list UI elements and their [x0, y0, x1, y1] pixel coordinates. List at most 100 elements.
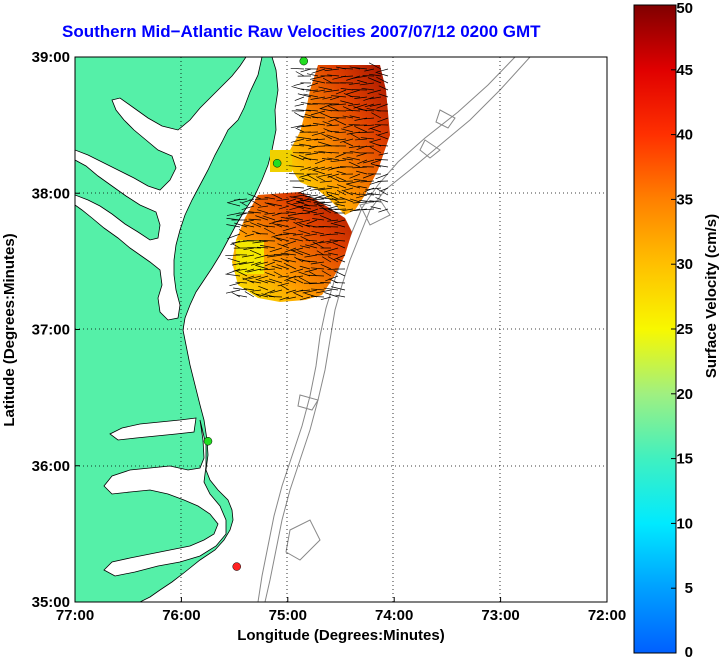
- velocity-arrow: [233, 287, 248, 291]
- velocity-arrow: [309, 145, 326, 148]
- velocity-arrow: [250, 289, 262, 292]
- velocity-arrow: [244, 233, 255, 237]
- velocity-arrow: [282, 226, 297, 232]
- velocity-arrow: [345, 89, 361, 95]
- velocity-arrow: [248, 275, 262, 280]
- velocity-arrow: [346, 180, 361, 185]
- velocity-arrow: [226, 202, 241, 207]
- velocity-arrow: [363, 96, 375, 101]
- lat-tick-label: 36:00: [32, 458, 70, 475]
- lat-tick-label: 35:00: [32, 594, 70, 611]
- velocity-arrow: [289, 205, 304, 211]
- velocity-arrow: [286, 198, 297, 203]
- velocity-arrow: [313, 89, 326, 93]
- velocity-arrow: [248, 218, 262, 221]
- velocity-arrow: [338, 180, 354, 182]
- velocity-arrow: [318, 173, 333, 178]
- lon-tick-label: 73:00: [481, 607, 519, 624]
- velocity-arrow: [303, 93, 319, 98]
- velocity-arrow: [364, 187, 375, 192]
- velocity-arrow: [340, 100, 354, 105]
- velocity-arrow: [241, 198, 255, 204]
- velocity-arrow: [327, 130, 340, 133]
- pamlico-sound: [103, 419, 227, 577]
- velocity-arrow: [324, 68, 340, 72]
- velocity-arrow: [283, 232, 297, 235]
- velocity-arrow: [257, 209, 269, 214]
- velocity-arrow: [264, 227, 276, 235]
- velocity-arrow: [225, 273, 241, 277]
- velocity-arrow: [363, 124, 375, 127]
- velocity-arrow: [369, 138, 382, 143]
- velocity-arrow: [336, 170, 347, 175]
- velocity-arrow: [296, 219, 311, 224]
- velocity-arrow: [326, 124, 340, 127]
- velocity-arrow: [343, 187, 354, 191]
- velocity-arrow: [306, 219, 318, 225]
- velocity-arrow: [305, 152, 319, 156]
- velocity-arrow: [255, 264, 269, 270]
- velocity-arrow: [367, 89, 382, 94]
- velocity-arrow: [336, 258, 346, 263]
- velocity-arrow: [375, 71, 389, 77]
- velocity-arrow: [241, 254, 255, 258]
- velocity-arrow: [375, 134, 389, 140]
- velocity-arrow: [310, 110, 326, 116]
- velocity-arrow: [355, 138, 368, 141]
- velocity-arrow: [330, 222, 346, 228]
- velocity-arrow: [319, 108, 333, 112]
- velocity-arrow: [264, 225, 276, 228]
- bathymetry-contours: [257, 57, 531, 602]
- velocity-arrow: [325, 275, 339, 282]
- velocity-arrow: [294, 103, 305, 107]
- velocity-arrow: [248, 211, 262, 214]
- velocity-arrow: [309, 282, 325, 285]
- velocity-arrow: [348, 145, 361, 149]
- velocity-arrow: [227, 233, 241, 240]
- velocity-arrow: [306, 185, 319, 189]
- velocity-arrow: [358, 131, 375, 133]
- velocity-arrow: [227, 257, 241, 263]
- velocity-arrow: [271, 193, 283, 200]
- velocity-arrow: [310, 75, 326, 80]
- velocity-arrow: [297, 212, 311, 215]
- colorbar-label: Surface Velocity (cm/s): [703, 214, 720, 378]
- velocity-arrow: [292, 289, 304, 294]
- velocity-arrow: [300, 101, 312, 105]
- velocity-arrow: [323, 247, 339, 253]
- velocity-arrow: [326, 134, 340, 140]
- velocity-arrow: [323, 89, 340, 93]
- velocity-arrow: [375, 197, 389, 203]
- velocity-arrow: [339, 196, 354, 203]
- map-grid: [75, 57, 607, 602]
- velocity-arrow: [299, 199, 312, 203]
- velocity-arrow: [368, 62, 382, 70]
- chesapeake-bay: [75, 57, 263, 321]
- velocity-arrow: [312, 103, 326, 105]
- velocity-arrow: [330, 103, 347, 106]
- velocity-arrow: [242, 277, 255, 284]
- velocity-arrow: [375, 173, 389, 180]
- velocity-arrow: [369, 200, 382, 203]
- velocity-arrow: [260, 244, 276, 249]
- velocity-field: [225, 62, 390, 302]
- lon-tick-label: 72:00: [588, 607, 626, 624]
- velocity-arrow: [317, 141, 333, 147]
- velocity-arrow: [311, 131, 326, 136]
- velocity-arrow: [249, 199, 262, 207]
- velocity-arrow: [369, 103, 382, 107]
- velocity-arrow: [323, 287, 339, 291]
- velocity-arrow: [308, 166, 319, 171]
- velocity-arrow: [229, 282, 241, 287]
- velocity-arrow: [316, 176, 326, 182]
- velocity-arrow: [247, 193, 262, 200]
- velocity-arrow: [328, 252, 339, 256]
- velocity-arrow: [320, 202, 332, 207]
- velocity-arrow: [363, 208, 375, 211]
- velocity-arrow: [341, 189, 354, 196]
- velocity-arrow: [294, 112, 305, 119]
- velocity-arrow: [277, 275, 290, 278]
- velocity-arrow: [238, 229, 248, 235]
- velocity-arrow: [276, 223, 290, 228]
- velocity-arrow: [299, 143, 312, 147]
